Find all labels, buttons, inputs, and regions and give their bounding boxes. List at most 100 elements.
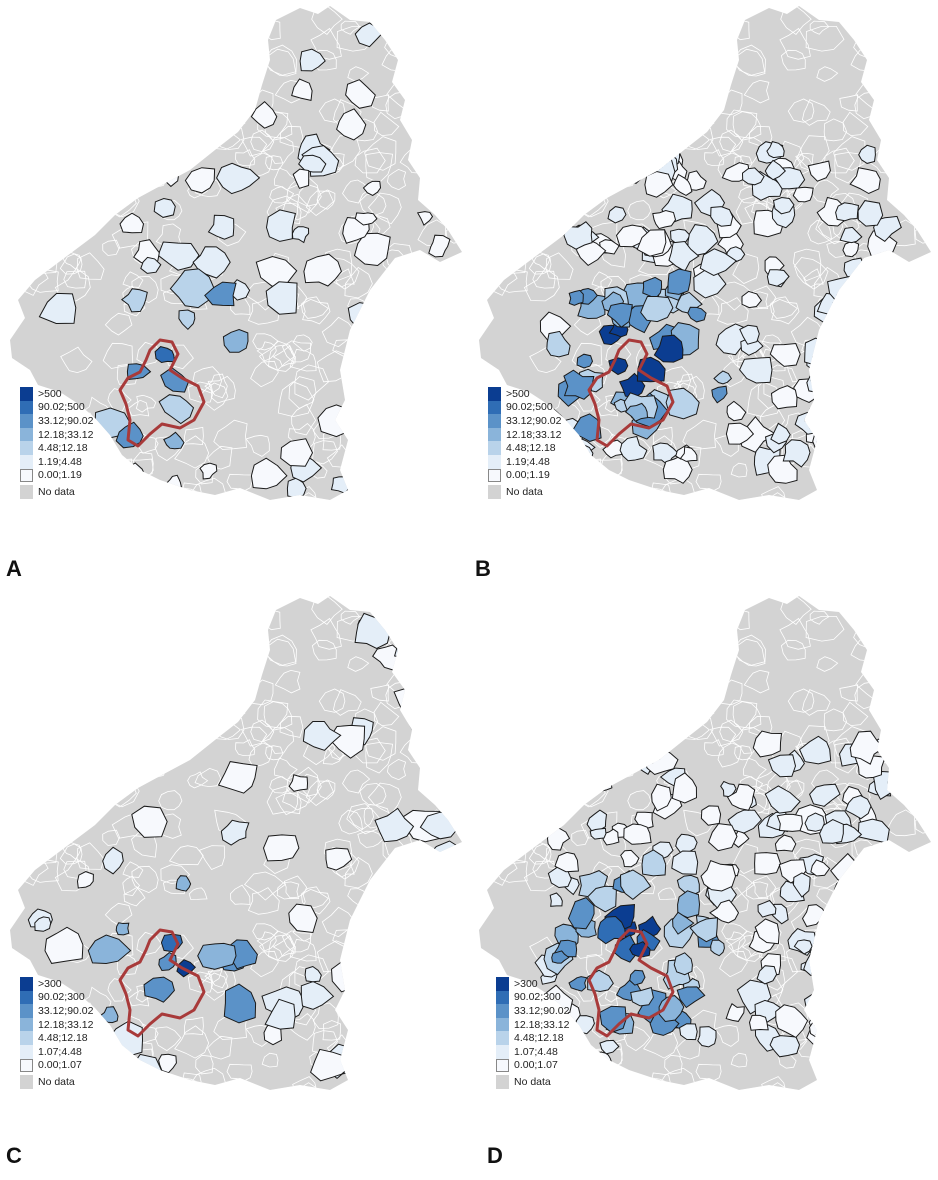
municipality-border [719, 129, 744, 153]
municipality-border [730, 1052, 748, 1068]
municipality-highlighted [597, 915, 627, 945]
municipality-border [395, 993, 422, 1020]
municipality-highlighted [828, 956, 853, 980]
municipality-border [197, 616, 227, 644]
municipality-border [277, 381, 315, 418]
municipality-border [21, 610, 49, 637]
municipality-highlighted [140, 163, 170, 188]
municipality-border [376, 417, 397, 440]
municipality-border [357, 830, 384, 848]
municipality-border [281, 340, 312, 363]
municipality-highlighted [840, 1045, 871, 1069]
municipality-highlighted [843, 257, 869, 285]
municipality-highlighted [18, 620, 61, 658]
municipality-border [677, 31, 707, 59]
municipality-highlighted [30, 812, 48, 828]
municipality-border [235, 149, 256, 167]
study-area-outline [587, 338, 675, 448]
legend-item: 0.00;1.19 [488, 468, 561, 483]
municipality-highlighted [676, 986, 706, 1009]
municipality-highlighted [830, 441, 851, 459]
municipality-border [360, 492, 385, 500]
municipality-border [48, 45, 73, 65]
legend-swatch [496, 1044, 509, 1059]
legend-b: >500 90.02;500 33.12;90.02 12.18;33.12 4.48;… [488, 387, 561, 499]
municipality-border [373, 111, 400, 137]
municipality-border [908, 947, 931, 967]
municipality-highlighted [38, 292, 77, 325]
municipality-highlighted [775, 1004, 809, 1039]
municipality-highlighted [51, 686, 80, 711]
municipality-highlighted [218, 656, 233, 674]
municipality-highlighted [853, 968, 873, 986]
legend-item: >500 [488, 387, 561, 401]
municipality-highlighted [54, 661, 81, 686]
municipality-border [721, 923, 748, 941]
municipality-border [908, 273, 931, 306]
municipality-border [312, 1030, 338, 1055]
municipality-border [617, 45, 636, 67]
municipality-border [880, 989, 906, 1013]
municipality-border [823, 147, 855, 174]
municipality-highlighted [824, 945, 845, 964]
municipality-border [709, 136, 737, 157]
municipality-border [896, 330, 921, 351]
municipality-border [908, 674, 931, 702]
municipality-border [439, 357, 462, 377]
municipality-border [256, 341, 277, 362]
municipality-border [59, 253, 83, 275]
municipality-highlighted [140, 142, 170, 171]
municipality-border [126, 1081, 150, 1090]
municipality-border [39, 615, 63, 638]
municipality-border [110, 80, 141, 106]
municipality-border [709, 726, 737, 747]
municipality-border [268, 344, 295, 372]
municipality-highlighted [393, 629, 429, 663]
municipality-highlighted [568, 289, 584, 306]
municipality-border [173, 18, 196, 37]
municipality-border [348, 988, 376, 1013]
legend-swatch [496, 990, 509, 1005]
municipality-border [262, 727, 295, 754]
municipality-highlighted [137, 663, 156, 686]
municipality-highlighted [288, 774, 309, 792]
municipality-highlighted [156, 162, 180, 188]
municipality-border [207, 616, 238, 641]
municipality-highlighted [262, 834, 300, 862]
municipality-border [79, 190, 106, 217]
municipality-highlighted [807, 160, 831, 182]
municipality-border [59, 28, 84, 52]
municipality-highlighted [102, 846, 124, 875]
municipality-highlighted [398, 956, 416, 973]
legend-label: 90.02;500 [506, 401, 553, 414]
municipality-border [395, 291, 414, 307]
municipality-border [567, 722, 601, 758]
municipality-highlighted [739, 324, 760, 345]
municipality-border [829, 1082, 854, 1090]
municipality-border [185, 12, 210, 32]
municipality-highlighted [303, 253, 342, 287]
legend-swatch [488, 427, 501, 442]
municipality-highlighted [288, 903, 318, 934]
municipality-border [391, 430, 418, 453]
municipality-border [31, 170, 54, 191]
municipality-border [48, 635, 73, 655]
municipality-highlighted [138, 123, 165, 147]
municipality-border [106, 1064, 137, 1089]
municipality-highlighted [362, 365, 400, 398]
municipality-border [190, 125, 209, 141]
municipality-border [205, 652, 233, 675]
municipality-border [162, 89, 186, 113]
municipality-highlighted [192, 246, 231, 279]
municipality-border [901, 937, 931, 970]
panel-label-a: A [6, 556, 22, 581]
municipality-border [224, 684, 246, 710]
municipality-border [895, 408, 921, 431]
municipality-highlighted [873, 215, 902, 242]
legend-item: 90.02;500 [20, 400, 93, 415]
municipality-border [872, 26, 892, 46]
municipality-highlighted [373, 416, 392, 433]
municipality-border [642, 18, 665, 37]
municipality-highlighted [842, 240, 860, 258]
municipality-highlighted [606, 302, 633, 328]
